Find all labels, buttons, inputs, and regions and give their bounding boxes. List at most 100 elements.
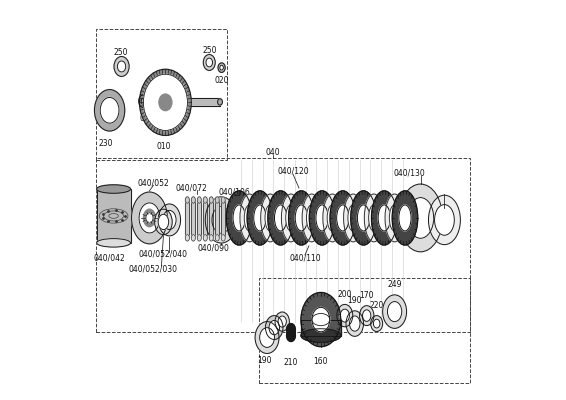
- Ellipse shape: [159, 94, 172, 111]
- Ellipse shape: [191, 235, 195, 241]
- Ellipse shape: [255, 322, 279, 354]
- Ellipse shape: [428, 195, 460, 245]
- Ellipse shape: [97, 185, 131, 193]
- Ellipse shape: [191, 197, 195, 203]
- Ellipse shape: [114, 56, 129, 76]
- Ellipse shape: [203, 54, 215, 70]
- Text: 010: 010: [156, 142, 171, 151]
- Ellipse shape: [295, 205, 307, 231]
- Ellipse shape: [301, 292, 341, 347]
- Ellipse shape: [378, 205, 391, 231]
- Text: 040/052/040: 040/052/040: [139, 249, 188, 258]
- Text: 250: 250: [114, 48, 128, 57]
- Ellipse shape: [205, 197, 237, 243]
- Text: 170: 170: [264, 333, 279, 342]
- Text: 160: 160: [314, 357, 328, 366]
- Ellipse shape: [95, 90, 125, 131]
- Ellipse shape: [302, 194, 321, 242]
- Text: 020: 020: [215, 76, 229, 85]
- Ellipse shape: [240, 194, 259, 242]
- Ellipse shape: [203, 235, 207, 241]
- Text: 040/052/030: 040/052/030: [129, 264, 178, 274]
- Ellipse shape: [146, 213, 153, 223]
- Ellipse shape: [359, 306, 374, 326]
- Ellipse shape: [349, 316, 360, 331]
- Ellipse shape: [185, 235, 189, 241]
- Ellipse shape: [306, 205, 317, 231]
- Bar: [97, 189, 131, 243]
- Ellipse shape: [408, 198, 434, 238]
- Ellipse shape: [348, 205, 358, 231]
- Text: 200: 200: [275, 319, 289, 328]
- Ellipse shape: [261, 194, 280, 242]
- Ellipse shape: [327, 205, 338, 231]
- Text: 190: 190: [348, 296, 362, 305]
- Ellipse shape: [383, 295, 406, 328]
- Text: 040/150: 040/150: [424, 206, 456, 215]
- Ellipse shape: [365, 194, 383, 242]
- Ellipse shape: [344, 194, 363, 242]
- Ellipse shape: [337, 304, 353, 327]
- Bar: [185, 200, 189, 238]
- Ellipse shape: [131, 192, 168, 244]
- Text: 200: 200: [337, 290, 352, 299]
- Text: 040/130: 040/130: [394, 168, 426, 177]
- Ellipse shape: [221, 235, 225, 241]
- Ellipse shape: [337, 205, 349, 231]
- Ellipse shape: [143, 74, 187, 130]
- Ellipse shape: [158, 204, 181, 236]
- Ellipse shape: [218, 63, 225, 72]
- Ellipse shape: [278, 316, 286, 327]
- Ellipse shape: [185, 197, 189, 203]
- Text: 210: 210: [284, 358, 298, 367]
- Bar: [203, 200, 207, 238]
- Bar: [221, 200, 225, 238]
- Ellipse shape: [289, 191, 314, 245]
- Bar: [221, 200, 225, 238]
- Text: 012: 012: [139, 114, 154, 123]
- Ellipse shape: [139, 203, 160, 233]
- Ellipse shape: [233, 205, 245, 231]
- Ellipse shape: [275, 205, 287, 231]
- Ellipse shape: [100, 98, 119, 123]
- Text: 170: 170: [359, 291, 374, 300]
- Text: 040/110: 040/110: [289, 253, 321, 262]
- Ellipse shape: [392, 191, 418, 245]
- Ellipse shape: [198, 197, 201, 203]
- Bar: [191, 200, 195, 238]
- Ellipse shape: [260, 328, 275, 348]
- Text: 190: 190: [257, 356, 272, 365]
- Ellipse shape: [203, 197, 207, 203]
- Bar: [301, 320, 341, 336]
- Text: 040/090: 040/090: [198, 243, 229, 252]
- Ellipse shape: [245, 205, 255, 231]
- Text: 040/120: 040/120: [277, 167, 309, 176]
- Text: 230: 230: [98, 139, 113, 148]
- Bar: [301, 320, 341, 336]
- Ellipse shape: [398, 184, 443, 252]
- Ellipse shape: [363, 310, 371, 321]
- Bar: [215, 200, 219, 238]
- Ellipse shape: [139, 95, 148, 108]
- Ellipse shape: [215, 197, 219, 203]
- Ellipse shape: [330, 191, 355, 245]
- Bar: [191, 200, 195, 238]
- Ellipse shape: [265, 205, 276, 231]
- Ellipse shape: [218, 99, 222, 105]
- Ellipse shape: [286, 324, 295, 336]
- Bar: [209, 200, 213, 238]
- Bar: [198, 200, 201, 238]
- Ellipse shape: [309, 191, 335, 245]
- Ellipse shape: [374, 319, 380, 328]
- Ellipse shape: [226, 191, 252, 245]
- Ellipse shape: [351, 191, 376, 245]
- Ellipse shape: [286, 205, 296, 231]
- Ellipse shape: [286, 330, 295, 342]
- Ellipse shape: [316, 205, 328, 231]
- Ellipse shape: [399, 205, 411, 231]
- Bar: [215, 200, 219, 238]
- Text: 249: 249: [387, 280, 402, 290]
- Ellipse shape: [389, 205, 400, 231]
- Ellipse shape: [209, 235, 213, 241]
- Ellipse shape: [144, 209, 156, 227]
